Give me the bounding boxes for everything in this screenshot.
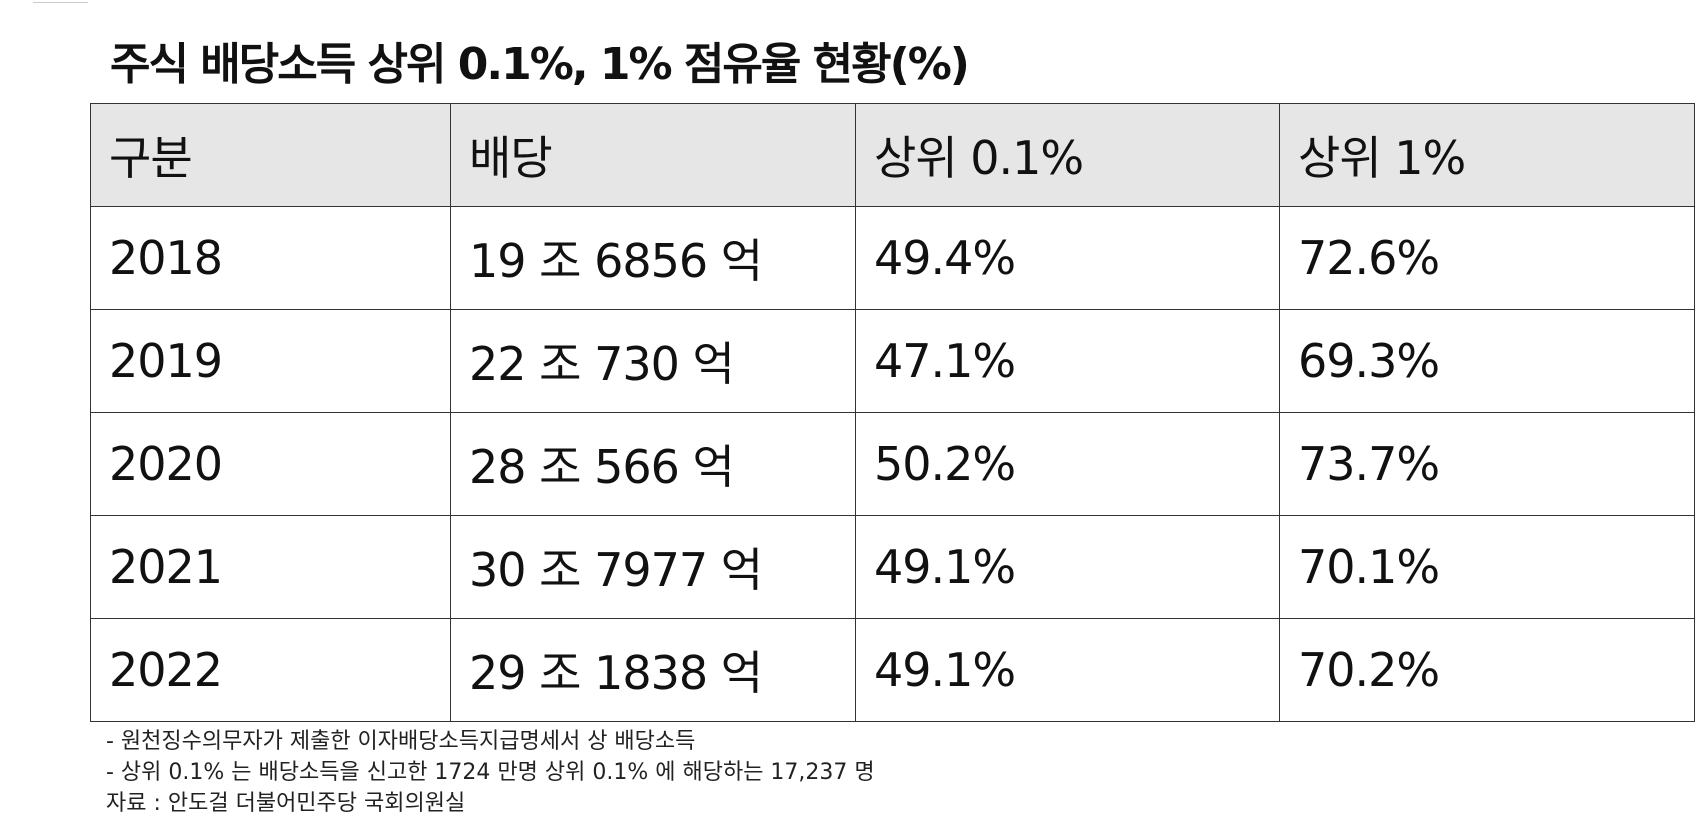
table-cell: 2022 — [90, 618, 451, 722]
table-cell: 50.2% — [855, 412, 1280, 516]
table-cell: 2020 — [90, 412, 451, 516]
table-cell: 28 조 566 억 — [450, 412, 856, 516]
column-header: 배당 — [450, 103, 856, 207]
column-header: 구분 — [90, 103, 451, 207]
table-row: 2018 19 조 6856 억 49.4% 72.6% — [90, 206, 1695, 310]
title: 주식 배당소득 상위 0.1%, 1% 점유율 현황(%) — [110, 39, 970, 90]
table-row: 2021 30 조 7977 억 49.1% 70.1% — [90, 515, 1695, 619]
table-row: 2022 29 조 1838 억 49.1% 70.2% — [90, 618, 1695, 722]
table-cell: 29 조 1838 억 — [450, 618, 856, 722]
column-header: 상위 0.1% — [855, 103, 1280, 207]
table-cell: 70.1% — [1279, 515, 1695, 619]
note: 자료 : 안도걸 더불어민주당 국회의원실 — [106, 791, 466, 816]
table-cell: 30 조 7977 억 — [450, 515, 856, 619]
table-row: 2019 22 조 730 억 47.1% 69.3% — [90, 309, 1695, 413]
table-cell: 47.1% — [855, 309, 1280, 413]
table-cell: 22 조 730 억 — [450, 309, 856, 413]
table-row: 2020 28 조 566 억 50.2% 73.7% — [90, 412, 1695, 516]
table-cell: 2021 — [90, 515, 451, 619]
table-cell: 2018 — [90, 206, 451, 310]
notes: - 원천징수의무자가 제출한 이자배당소득지급명세서 상 배당소득 - 상위 0.… — [106, 726, 875, 819]
table-cell: 49.1% — [855, 618, 1280, 722]
table-cell: 70.2% — [1279, 618, 1695, 722]
header-row: 구분 배당 상위 0.1% 상위 1% — [90, 103, 1695, 207]
table-cell: 69.3% — [1279, 309, 1695, 413]
table-cell: 49.1% — [855, 515, 1280, 619]
column-header: 상위 1% — [1279, 103, 1695, 207]
table-cell: 2019 — [90, 309, 451, 413]
table-cell: 19 조 6856 억 — [450, 206, 856, 310]
note: - 상위 0.1% 는 배당소득을 신고한 1724 만명 상위 0.1% 에 … — [106, 760, 875, 785]
table-cell: 49.4% — [855, 206, 1280, 310]
decoration — [33, 2, 88, 3]
note: - 원천징수의무자가 제출한 이자배당소득지급명세서 상 배당소득 — [106, 729, 696, 754]
table-cell: 72.6% — [1279, 206, 1695, 310]
data-table: 구분 배당 상위 0.1% 상위 1% 2018 19 조 6856 억 49.4% 72.… — [90, 103, 1695, 722]
table-cell: 73.7% — [1279, 412, 1695, 516]
